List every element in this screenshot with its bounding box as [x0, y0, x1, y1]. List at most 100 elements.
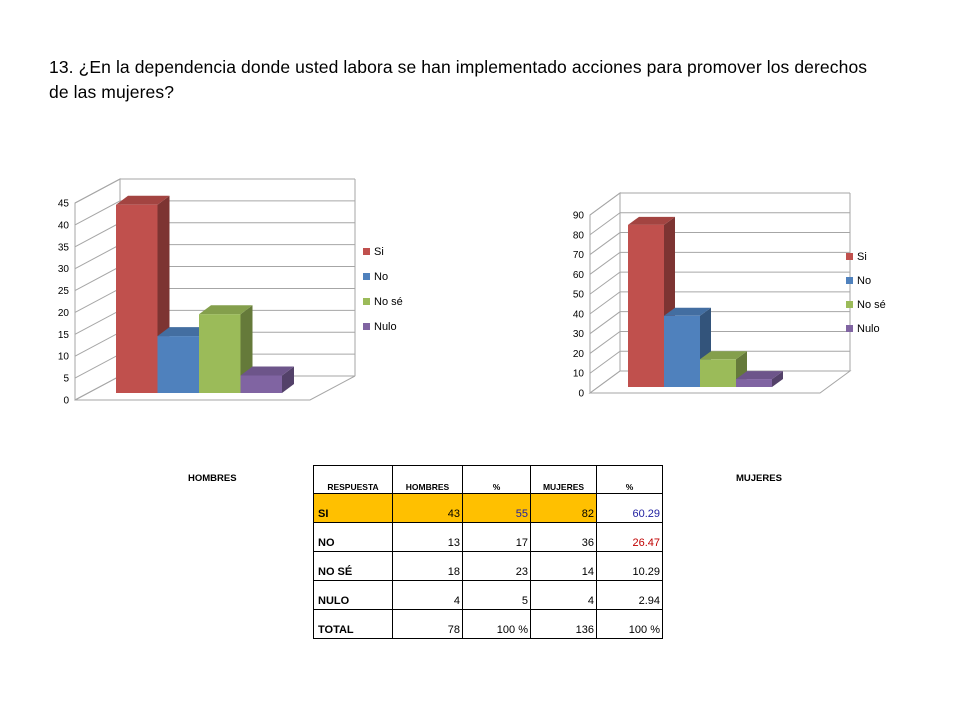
gridline	[589, 330, 850, 354]
y-tick-label: 30	[573, 329, 585, 340]
bars	[116, 195, 294, 393]
header-mujeres: MUJERES	[530, 465, 597, 494]
cell-pct-hombres: 23	[462, 551, 531, 581]
legend-swatch	[846, 253, 853, 260]
cell-hombres: 43	[392, 493, 463, 523]
gridline	[589, 271, 850, 295]
cell-pct-mujeres: 60.29	[596, 493, 663, 523]
legend-label: No sé	[857, 299, 886, 311]
bar-front	[700, 359, 736, 387]
bar-side	[772, 371, 783, 387]
bar-top	[664, 307, 711, 316]
y-tick-label: 0	[578, 389, 584, 400]
floor	[74, 375, 356, 401]
table-row: NO 13 17 36 26.47	[313, 522, 663, 552]
legend-label: Si	[857, 251, 867, 263]
cell-mujeres: 136	[530, 609, 597, 639]
cell-pct-hombres: 17	[462, 522, 531, 552]
bar-nulo	[736, 371, 783, 387]
bars	[628, 216, 783, 387]
y-tick-label: 5	[63, 374, 69, 385]
y-tick-label: 40	[58, 220, 70, 231]
row-label: NO	[313, 522, 393, 552]
chart-mujeres: 0 10 20 30 40 50 60 70 80 90 Si No No sé Nulo	[573, 192, 886, 400]
legend-swatch	[363, 273, 370, 280]
cell-pct-mujeres: 26.47	[596, 522, 663, 552]
row-label: NULO	[313, 580, 393, 610]
gridline	[589, 192, 850, 216]
table-header-row: RESPUESTA HOMBRES % MUJERES %	[313, 465, 663, 494]
gridline	[589, 251, 850, 275]
bar-top	[157, 327, 211, 337]
legend-label: Nulo	[374, 321, 397, 333]
y-tick-label: 60	[573, 270, 585, 281]
y-tick-label: 30	[58, 264, 70, 275]
cell-hombres: 78	[392, 609, 463, 639]
bar-top	[240, 366, 294, 376]
gridline	[74, 200, 355, 226]
y-tick-label: 70	[573, 250, 585, 261]
bar-side	[282, 366, 294, 393]
gridline	[74, 178, 355, 204]
gridline	[589, 291, 850, 315]
bar-front	[628, 224, 664, 387]
y-tick-label: 25	[58, 286, 70, 297]
gridline	[589, 350, 850, 374]
cell-pct-hombres: 55	[462, 493, 531, 523]
y-tick-label: 35	[58, 242, 70, 253]
bar-top	[736, 371, 783, 380]
row-label: NO SÉ	[313, 551, 393, 581]
legend-label: Si	[374, 246, 384, 258]
y-tick-label: 40	[573, 309, 585, 320]
header-pct-hombres: %	[462, 465, 531, 494]
cell-pct-mujeres: 100 %	[596, 609, 663, 639]
cell-mujeres: 82	[530, 493, 597, 523]
y-tick-label: 20	[58, 308, 70, 319]
legend: Si No No sé Nulo	[846, 251, 886, 335]
cell-mujeres: 36	[530, 522, 597, 552]
results-table: RESPUESTA HOMBRES % MUJERES % SI 43 55 8…	[313, 465, 663, 639]
table-row: NO SÉ 18 23 14 10.29	[313, 551, 663, 581]
cell-pct-hombres: 5	[462, 580, 531, 610]
gridline	[589, 212, 850, 236]
legend-label: No sé	[374, 296, 403, 308]
side-wall	[589, 192, 621, 394]
row-label: SI	[313, 493, 393, 523]
legend-swatch	[363, 248, 370, 255]
gridline	[589, 232, 850, 255]
cell-pct-mujeres: 10.29	[596, 551, 663, 581]
bar-front	[199, 314, 241, 393]
bar-top	[116, 195, 170, 205]
legend-swatch	[846, 325, 853, 332]
bar-front	[664, 315, 700, 387]
header-hombres: HOMBRES	[392, 465, 463, 494]
cell-pct-mujeres: 2.94	[596, 580, 663, 610]
question-title: 13. ¿En la dependencia donde usted labor…	[49, 57, 868, 102]
label-mujeres: MUJERES	[736, 473, 782, 484]
cell-mujeres: 14	[530, 551, 597, 581]
bar-top	[199, 305, 253, 315]
y-tick-label: 10	[573, 369, 585, 380]
y-tick-label: 15	[58, 330, 70, 341]
y-tick-label: 45	[58, 199, 70, 210]
cell-mujeres: 4	[530, 580, 597, 610]
y-tick-label: 50	[573, 290, 585, 301]
cell-hombres: 18	[392, 551, 463, 581]
bar-top	[628, 216, 675, 225]
legend-swatch	[363, 298, 370, 305]
bar-top	[700, 351, 747, 360]
legend: Si No No sé Nulo	[363, 246, 403, 333]
legend-label: No	[857, 275, 871, 287]
row-label: TOTAL	[313, 609, 393, 639]
y-tick-label: 20	[573, 349, 585, 360]
y-tick-label: 0	[63, 396, 69, 407]
y-tick-label: 10	[58, 352, 70, 363]
header-respuesta: RESPUESTA	[313, 465, 393, 494]
floor	[588, 370, 852, 394]
cell-pct-hombres: 100 %	[462, 609, 531, 639]
table-row: SI 43 55 82 60.29	[313, 493, 663, 523]
legend-swatch	[846, 301, 853, 308]
bar-front	[157, 336, 199, 393]
side-wall	[74, 178, 121, 401]
legend-swatch	[363, 323, 370, 330]
